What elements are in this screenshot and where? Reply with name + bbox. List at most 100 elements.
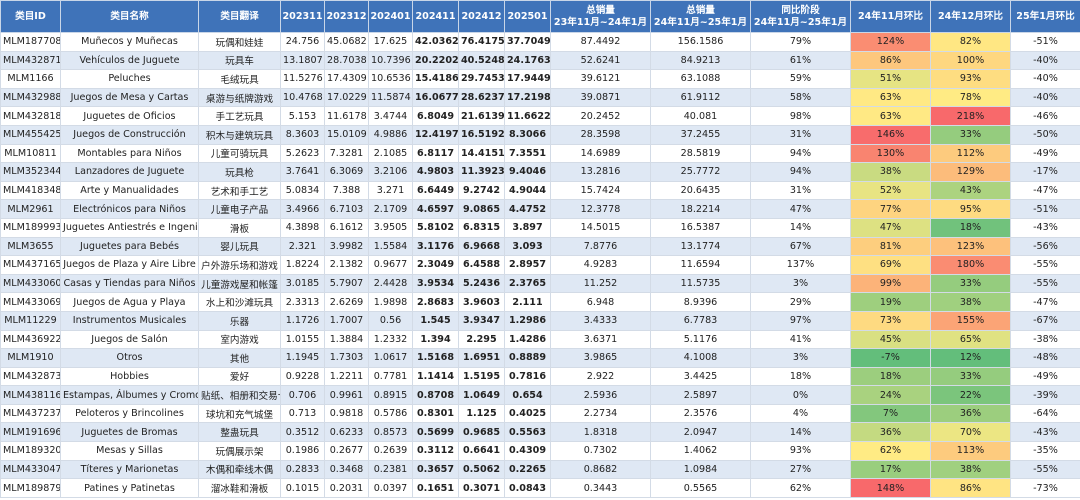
table-cell: 2.3049 [412, 255, 459, 275]
table-cell: 1.8224 [280, 255, 325, 275]
table-cell: 69% [850, 255, 931, 275]
table-cell: MLM437237 [0, 403, 61, 424]
table-cell: 40.081 [650, 106, 751, 126]
cell-text: 87.4492 [580, 36, 621, 48]
header-line: 202401 [370, 10, 411, 22]
table-cell: Vehículos de Juguete [60, 50, 199, 71]
cell-text: 4.9283 [583, 259, 618, 271]
table-cell: 3.271 [368, 180, 413, 201]
table-cell: 79% [750, 32, 851, 52]
table-cell: 3.9534 [412, 273, 459, 294]
table-cell: 3.4425 [650, 366, 751, 387]
table-cell: 0.4309 [504, 441, 551, 461]
cell-text: 3.4425 [683, 370, 718, 382]
header-line: 类目翻译 [220, 10, 259, 22]
table-cell: 0.6233 [324, 422, 369, 443]
cell-text: 3% [792, 352, 809, 364]
table-cell: 16.5387 [650, 217, 751, 238]
table-cell: 玩具枪 [198, 162, 281, 182]
table-cell: 14% [750, 217, 851, 238]
table-cell: 94% [750, 143, 851, 164]
table-cell: 2.321 [280, 236, 325, 257]
table-cell: 36% [930, 403, 1011, 424]
cell-text: 4% [792, 408, 809, 420]
table-cell: 0.654 [504, 385, 551, 405]
table-cell: -55% [1010, 255, 1080, 275]
cell-text: 0.7302 [583, 445, 618, 457]
table-cell: 52% [850, 180, 931, 201]
cell-text: 14% [789, 426, 812, 438]
table-cell: 1.9898 [368, 292, 413, 312]
cell-text: 39.0871 [580, 92, 621, 104]
table-cell: Títeres y Marionetas [60, 459, 199, 480]
table-cell: 24% [850, 385, 931, 405]
table-cell: 218% [930, 106, 1011, 126]
cell-text: 28.5819 [680, 147, 721, 159]
cell-text: 11.252 [583, 278, 618, 290]
table-cell: Arte y Manualidades [60, 180, 199, 201]
table-cell: 1.0617 [368, 348, 413, 368]
table-cell: 33% [930, 124, 1011, 145]
table-cell: 0.2031 [324, 478, 369, 498]
table-cell: 0.4025 [504, 403, 551, 424]
table-cell: -51% [1010, 199, 1080, 219]
table-row: MLM3655 Juguetes para Bebés 婴儿玩具 2.321 3.998… [0, 236, 1080, 257]
table-cell: Instrumentos Musicales [60, 310, 199, 331]
table-row: MLM432873 Hobbies 爱好 0.9228 1.2211 0.7781 1.14… [0, 366, 1080, 387]
table-cell: 11.6178 [324, 106, 369, 126]
table-cell: 113% [930, 441, 1011, 461]
table-cell: -7% [850, 348, 931, 368]
header-line: 202501 [507, 10, 548, 22]
column-header: 总销量 23年11月~24年1月 [550, 0, 651, 33]
table-cell: 0.56 [368, 310, 413, 331]
column-header: 202412 [458, 0, 505, 33]
table-cell: MLM432873 [0, 366, 61, 387]
table-cell: 20.2202 [412, 50, 459, 71]
table-cell: 13.1774 [650, 236, 751, 257]
table-cell: -47% [1010, 292, 1080, 312]
table-cell: -67% [1010, 310, 1080, 331]
cell-text: 156.1586 [677, 36, 724, 48]
table-cell: 0.3657 [412, 459, 459, 480]
cell-text: 3% [792, 278, 809, 290]
table-cell: 4.6597 [412, 199, 459, 219]
table-cell: 1.0984 [650, 459, 751, 480]
table-row: MLM187708 Muñecos y Muñecas 玩偶和娃娃 24.756 45.… [0, 32, 1080, 52]
cell-text: 1.4062 [683, 445, 718, 457]
column-header: 202401 [368, 0, 413, 33]
table-cell: -55% [1010, 459, 1080, 480]
table-cell: 玩具车 [198, 50, 281, 71]
table-cell: 130% [850, 143, 931, 164]
header-line: 202412 [461, 10, 502, 22]
table-cell: Hobbies [60, 366, 199, 387]
cell-text: 3.9865 [583, 352, 618, 364]
table-cell: 0.2639 [368, 441, 413, 461]
table-row: MLM438116 Estampas, Álbumes y Cromos 贴纸、相册… [0, 385, 1080, 405]
table-cell: MLM189879 [0, 478, 61, 498]
table-cell: 38% [850, 162, 931, 182]
cell-text: 40.081 [683, 110, 718, 122]
table-cell: 95% [930, 199, 1011, 219]
table-cell: MLM1166 [0, 69, 61, 89]
table-row: MLM1910 Otros 其他 1.1945 1.7303 1.0617 1.5168 1.… [0, 348, 1080, 368]
table-cell: 7% [850, 403, 931, 424]
table-cell: 123% [930, 236, 1011, 257]
table-cell: 1.4062 [650, 441, 751, 461]
table-cell: 球坑和充气城堡 [198, 403, 281, 424]
table-cell: 3.1176 [412, 236, 459, 257]
table-cell: 2.3765 [504, 273, 551, 294]
table-cell: MLM433069 [0, 292, 61, 312]
table-cell: MLM432871 [0, 50, 61, 71]
header-line: 24年11月环比 [857, 10, 924, 22]
table-cell: 1.7303 [324, 348, 369, 368]
table-cell: 1.2986 [504, 310, 551, 331]
table-cell: 28.7038 [324, 50, 369, 71]
cell-text: 1.0984 [683, 463, 718, 475]
table-cell: Muñecos y Muñecas [60, 32, 199, 52]
table-cell: 1.3884 [324, 329, 369, 350]
header-line: 24年12月环比 [937, 10, 1004, 22]
cell-text: 0.5565 [683, 482, 718, 494]
table-cell: 86% [850, 50, 931, 71]
table-cell: 4.4752 [504, 199, 551, 219]
